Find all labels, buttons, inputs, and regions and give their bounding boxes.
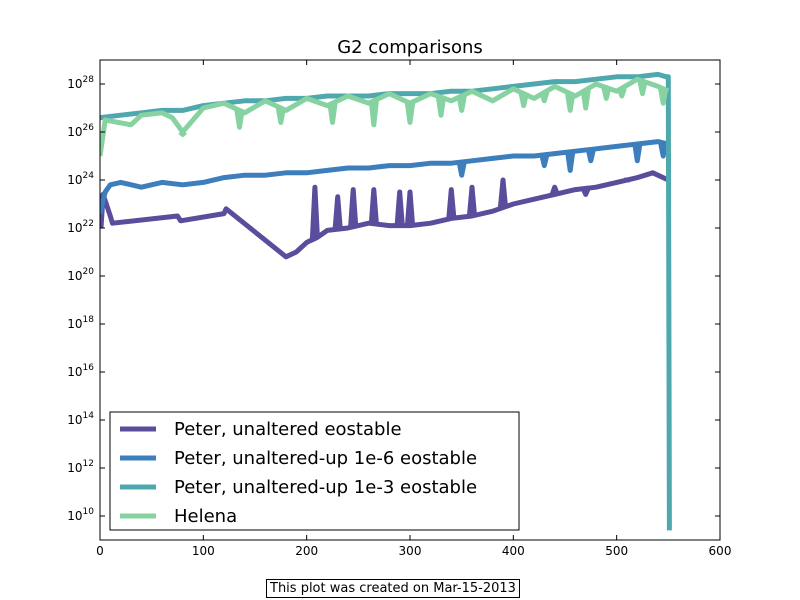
series-layer <box>100 71 672 531</box>
series-dip <box>637 80 648 97</box>
series-dip <box>275 107 286 125</box>
series-line <box>100 170 670 260</box>
y-tick-label: 1026 <box>67 123 94 139</box>
x-tick-label: 300 <box>399 544 422 558</box>
series-dip <box>435 96 447 118</box>
y-tick: 1022 <box>67 219 720 235</box>
y-tick-label: 1014 <box>67 411 94 427</box>
legend-entry: Peter, unaltered-up 1e-6 eostable <box>120 448 477 469</box>
series-spike <box>580 187 591 197</box>
y-tick: 1018 <box>67 315 720 331</box>
series-spike <box>368 187 379 224</box>
series-dip <box>518 93 529 109</box>
series-dip <box>580 89 591 111</box>
series-line <box>100 76 670 157</box>
legend-entry: Helena <box>120 506 237 527</box>
x-tick-label: 100 <box>192 544 215 558</box>
series-dip <box>327 102 338 125</box>
y-axis: 1010 1012 1014 1016 1018 1020 1022 1024 1026 1028 <box>67 75 720 523</box>
chart-title: G2 comparisons <box>337 37 483 58</box>
x-tick: 600 <box>709 60 732 558</box>
x-tick: 200 <box>295 60 318 558</box>
series-dip <box>585 148 596 164</box>
y-tick: 1012 <box>67 459 720 475</box>
series-dip <box>616 87 627 99</box>
series-dip <box>658 88 669 106</box>
y-tick-label: 1022 <box>67 219 94 235</box>
series-1 <box>100 170 670 260</box>
series-line <box>100 139 669 215</box>
y-tick-label: 1028 <box>67 75 94 91</box>
series-dip <box>234 110 245 130</box>
creation-date-note: This plot was created on Mar-15-2013 <box>266 579 520 598</box>
y-tick: 1010 <box>67 507 720 523</box>
series-spike <box>348 187 359 227</box>
y-tick: 1020 <box>67 267 720 283</box>
x-tick: 100 <box>192 60 215 558</box>
x-tick: 400 <box>502 60 525 558</box>
series-spike <box>404 189 416 226</box>
y-tick: 1028 <box>67 75 720 91</box>
series-dip <box>539 91 550 104</box>
x-tick: 500 <box>605 60 628 558</box>
x-tick-label: 200 <box>295 544 318 558</box>
x-tick-label: 500 <box>605 544 628 558</box>
x-tick: 300 <box>399 60 422 558</box>
series-spike <box>549 184 560 196</box>
series-spike <box>497 177 509 208</box>
y-tick-label: 1024 <box>67 171 94 187</box>
y-tick: 1016 <box>67 363 720 379</box>
y-tick-label: 1012 <box>67 459 94 475</box>
y-tick: 1026 <box>67 123 720 139</box>
series-spike <box>466 184 478 217</box>
x-tick-label: 0 <box>96 544 104 558</box>
legend-box <box>109 411 520 531</box>
series-dip <box>632 143 643 164</box>
series-4 <box>100 76 670 157</box>
series-dip <box>178 130 187 137</box>
series-dip <box>565 93 576 113</box>
series-dip <box>456 95 467 113</box>
legend-label: Peter, unaltered-up 1e-6 eostable <box>174 448 477 469</box>
series-dip <box>565 151 576 173</box>
y-tick-label: 1018 <box>67 315 94 331</box>
legend-label: Peter, unaltered eostable <box>174 419 402 440</box>
series-spike <box>309 184 320 239</box>
x-tick: 0 <box>96 60 104 558</box>
x-tick-label: 600 <box>709 544 732 558</box>
y-tick-label: 1020 <box>67 267 94 283</box>
legend-label: Helena <box>174 506 237 527</box>
legend-entry: Peter, unaltered-up 1e-3 eostable <box>120 477 477 498</box>
series-dip <box>601 87 612 101</box>
legend: Peter, unaltered eostable Peter, unaltere… <box>109 411 520 531</box>
legend-entry: Peter, unaltered eostable <box>120 419 402 440</box>
x-axis: 0 100 200 300 400 500 600 <box>96 60 731 558</box>
series-dip <box>539 154 550 169</box>
y-tick-label: 1010 <box>67 507 94 523</box>
series-dip <box>404 102 416 125</box>
series-dip <box>456 161 467 178</box>
series-spike <box>394 189 405 226</box>
legend-label: Peter, unaltered-up 1e-3 eostable <box>174 477 477 498</box>
series-2 <box>100 139 669 215</box>
y-tick-label: 1016 <box>67 363 94 379</box>
x-tick-label: 400 <box>502 544 525 558</box>
y-tick: 1014 <box>67 411 720 427</box>
series-spike <box>332 194 343 230</box>
series-dip <box>368 100 379 128</box>
series-spike <box>446 187 457 219</box>
y-tick: 1024 <box>67 171 720 187</box>
series-dip <box>658 142 669 159</box>
